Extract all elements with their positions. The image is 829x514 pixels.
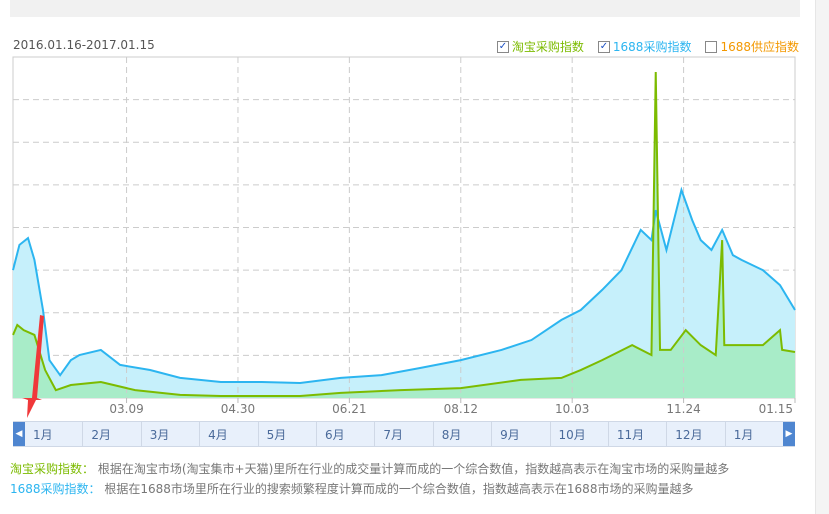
date-range-label: 2016.01.16-2017.01.15 [13,38,155,52]
description-taobao: 淘宝采购指数： 根据在淘宝市场(淘宝集市+天猫)里所在行业的成交量计算而成的一个… [10,460,729,477]
month-13[interactable]: 1月 [733,427,754,442]
month-3[interactable]: 3月 [142,422,201,446]
legend: ✓ 淘宝采购指数 ✓ 1688采购指数 1688供应指数 [496,38,799,55]
x-tick-label: 03.09 [109,402,143,416]
legend-1688-supply[interactable]: 1688供应指数 [705,38,799,55]
top-bar [10,0,800,17]
month-6[interactable]: 6月 [317,422,376,446]
month-5[interactable]: 5月 [259,422,317,446]
month-4[interactable]: 4月 [200,422,259,446]
legend-label: 1688供应指数 [720,40,799,54]
nav-prev-button[interactable]: ◀ [13,422,25,446]
legend-1688-purchase[interactable]: ✓ 1688采购指数 [597,38,692,55]
scrollbar[interactable] [815,0,829,514]
month-2[interactable]: 2月 [83,422,142,446]
red-arrow-annotation [22,315,44,418]
month-8[interactable]: 8月 [434,422,493,446]
x-tick-label: 06.21 [332,402,366,416]
legend-label: 淘宝采购指数 [511,40,584,54]
month-12[interactable]: 12月 [667,422,726,446]
checkbox-icon[interactable] [705,40,718,53]
month-7[interactable]: 7月 [375,422,434,446]
legend-label: 1688采购指数 [612,40,692,54]
x-tick-label: 04.30 [221,402,255,416]
checkbox-icon[interactable]: ✓ [496,40,509,53]
x-tick-label: 01.15 [759,402,793,416]
x-tick-label: 11.24 [666,402,700,416]
series-area-1 [13,72,795,398]
term: 淘宝采购指数： [10,462,95,476]
nav-next-button[interactable]: ▶ [783,422,795,446]
term: 1688采购指数： [10,482,101,496]
definition: 根据在1688市场里所在行业的搜索频繁程度计算而成的一个综合数值，指数越高表示在… [104,482,694,496]
series-line-0 [12,186,796,384]
series-area-0 [13,189,795,398]
x-tick-label: 08.12 [444,402,478,416]
description-1688: 1688采购指数： 根据在1688市场里所在行业的搜索频繁程度计算而成的一个综合… [10,480,693,497]
x-tick-label: 10.03 [555,402,589,416]
definition: 根据在淘宝市场(淘宝集市+天猫)里所在行业的成交量计算而成的一个综合数值，指数越… [97,462,730,476]
month-10[interactable]: 10月 [551,422,609,446]
checkbox-icon[interactable]: ✓ [597,40,610,53]
month-11[interactable]: 11月 [609,422,668,446]
chart: 03.09 04.30 06.21 08.12 10.03 11.24 01.15 [12,56,796,418]
series-line-1 [12,71,796,397]
month-9[interactable]: 9月 [492,422,551,446]
month-navigator[interactable]: ◀ 1月 2月 3月 4月 5月 6月 7月 8月 9月 10月 11月 12月 1月 ▶ [13,421,795,447]
month-1[interactable]: 1月 [25,422,84,446]
legend-taobao[interactable]: ✓ 淘宝采购指数 [496,38,584,55]
